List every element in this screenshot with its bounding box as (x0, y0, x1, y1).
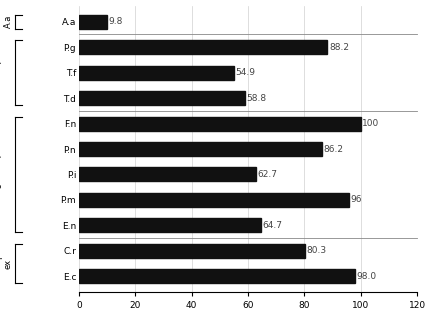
Bar (79, 244, 304, 258)
Text: 64.7: 64.7 (262, 221, 282, 230)
Text: A.a: A.a (4, 15, 13, 29)
Bar (79, 142, 321, 156)
Text: 88.2: 88.2 (328, 43, 348, 52)
Text: 62.7: 62.7 (257, 170, 276, 179)
Bar (79, 40, 327, 54)
Text: 80.3: 80.3 (306, 246, 326, 255)
Bar (79, 269, 354, 283)
Text: Green
Compl
ex: Green Compl ex (0, 250, 13, 277)
Bar (79, 66, 233, 80)
Bar (79, 15, 106, 29)
Text: 96: 96 (350, 195, 361, 204)
Bar (79, 168, 255, 181)
Text: 9.8: 9.8 (108, 17, 122, 26)
Text: 58.8: 58.8 (246, 94, 265, 103)
Text: Orange complex: Orange complex (0, 140, 2, 209)
Bar (79, 193, 349, 207)
Text: 86.2: 86.2 (322, 145, 343, 154)
Text: Red complex: Red complex (0, 45, 2, 100)
Bar (79, 91, 244, 105)
Text: 54.9: 54.9 (234, 68, 254, 77)
Bar (79, 218, 261, 232)
Text: 98.0: 98.0 (356, 272, 376, 281)
Text: 100: 100 (361, 119, 378, 128)
Bar (79, 117, 360, 131)
